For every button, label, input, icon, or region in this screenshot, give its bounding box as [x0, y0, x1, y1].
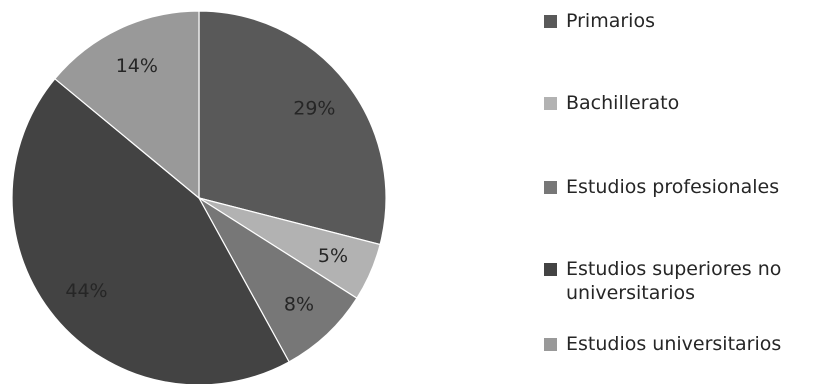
legend-swatch-bachillerato: [544, 97, 557, 110]
legend-swatch-estudios-universitarios: [544, 338, 557, 351]
legend-label-primarios: Primarios: [566, 10, 655, 32]
data-label-estudios-superiores-no-universitarios: 44%: [65, 280, 107, 302]
legend-swatch-estudios-profesionales: [544, 181, 557, 194]
pie-slices: [11, 10, 387, 384]
pie-slice-estudios-profesionales: [198, 197, 358, 363]
legend-label-bachillerato: Bachillerato: [566, 92, 680, 114]
legend-label-estudios-superiores-no-universitarios: Estudios superiores no universitarios: [566, 258, 782, 304]
data-label-bachillerato: 5%: [318, 245, 348, 267]
pie-data-labels: 29% 5% 8% 44% 14%: [65, 55, 348, 316]
data-label-primarios: 29%: [293, 98, 335, 120]
legend-label-estudios-profesionales: Estudios profesionales: [566, 176, 780, 198]
legend-label-estudios-universitarios: Estudios universitarios: [566, 333, 782, 355]
legend-swatch-primarios: [544, 15, 557, 28]
data-label-estudios-profesionales: 8%: [284, 293, 314, 315]
legend: Primarios Bachillerato Estudios profesio…: [544, 0, 819, 384]
pie-slice-estudios-universitarios: [54, 10, 200, 200]
pie-slice-primarios: [198, 10, 387, 246]
data-label-estudios-universitarios: 14%: [116, 55, 158, 77]
legend-swatch-estudios-superiores-no-universitarios: [544, 263, 557, 276]
